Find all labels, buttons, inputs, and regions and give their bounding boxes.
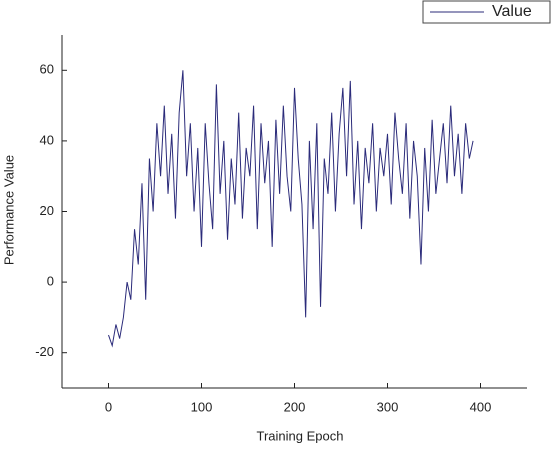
- data-line: [108, 70, 474, 348]
- x-tick-label: 100: [191, 399, 213, 414]
- legend-box: [422, 0, 551, 24]
- x-tick-label: 300: [377, 399, 399, 414]
- x-tick-label: 0: [105, 399, 112, 414]
- legend-label: Value: [492, 3, 532, 20]
- y-axis-title: Performance Value: [1, 155, 16, 265]
- x-tick-label: 200: [284, 399, 306, 414]
- y-tick-label: 40: [40, 132, 54, 147]
- y-tick-label: 0: [47, 274, 54, 289]
- y-tick-label: 60: [40, 62, 54, 77]
- x-axis-title: Training Epoch: [257, 428, 344, 443]
- y-tick-label: -20: [35, 344, 54, 359]
- x-tick-label: 400: [470, 399, 492, 414]
- y-tick-label: 20: [40, 203, 54, 218]
